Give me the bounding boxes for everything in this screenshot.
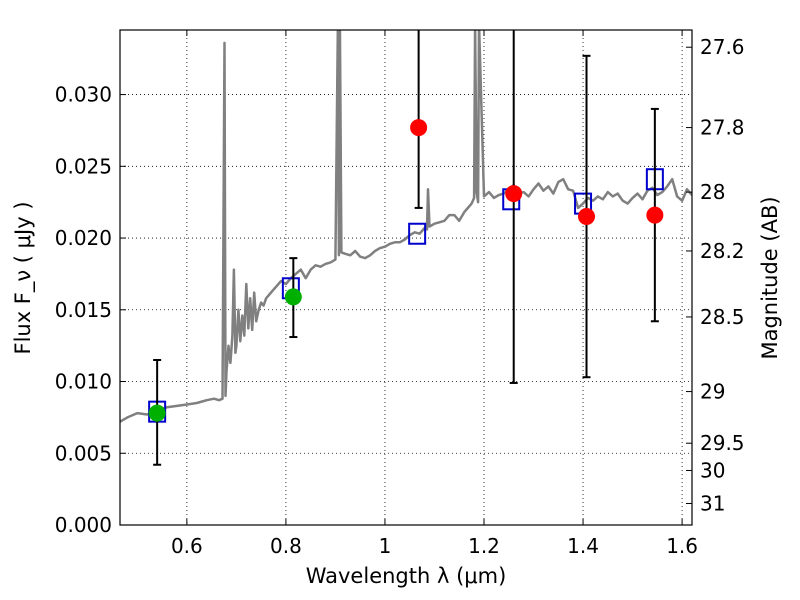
spectrum-line	[120, 30, 692, 423]
red-data-point	[578, 208, 596, 226]
y-tick-label: 0.005	[55, 441, 112, 465]
plot-frame	[119, 29, 693, 526]
right-tick-label: 28.2	[700, 239, 745, 263]
right-tick-label: 27.8	[700, 116, 745, 140]
model-square-marker	[408, 222, 427, 245]
x-tick-label: 1.6	[666, 534, 698, 558]
right-tick-label: 27.6	[700, 35, 745, 59]
x-tick-label: 0.6	[171, 534, 203, 558]
right-tick-label: 28.5	[700, 305, 745, 329]
x-tick-label: 1.2	[468, 534, 500, 558]
red-data-point	[646, 206, 664, 224]
green-data-point	[148, 404, 166, 422]
y-tick-label: 0.015	[55, 298, 112, 322]
plot-area	[120, 30, 692, 525]
x-tick-label: 0.8	[270, 534, 302, 558]
green-data-point	[284, 288, 302, 306]
right-tick-label: 31	[700, 491, 725, 515]
error-bars	[148, 30, 664, 466]
y-tick-label: 0.000	[55, 513, 112, 537]
y-tick-label: 0.020	[55, 226, 112, 250]
x-tick-label: 1.4	[567, 534, 599, 558]
red-data-point	[505, 185, 523, 203]
y-tick-label: 0.025	[55, 154, 112, 178]
right-tick-label: 28	[700, 180, 725, 204]
y-tick-label: 0.030	[55, 83, 112, 107]
x-tick-label: 1	[379, 534, 392, 558]
y-axis-title: Flux F_ν ( μJy )	[11, 201, 36, 354]
right-axis-title: Magnitude (AB)	[758, 196, 782, 359]
axis-ticks: 0.6 0.8 1 1.2 1.4 1.6 0.000 0.005 0.010 0.015 0.02…	[55, 30, 745, 558]
right-tick-label: 29	[700, 380, 725, 404]
y-tick-label: 0.010	[55, 370, 112, 394]
red-data-point	[410, 119, 428, 137]
x-axis-title: Wavelength λ (μm)	[306, 564, 507, 588]
right-tick-label: 30	[700, 458, 725, 482]
right-tick-label: 29.5	[700, 431, 745, 455]
